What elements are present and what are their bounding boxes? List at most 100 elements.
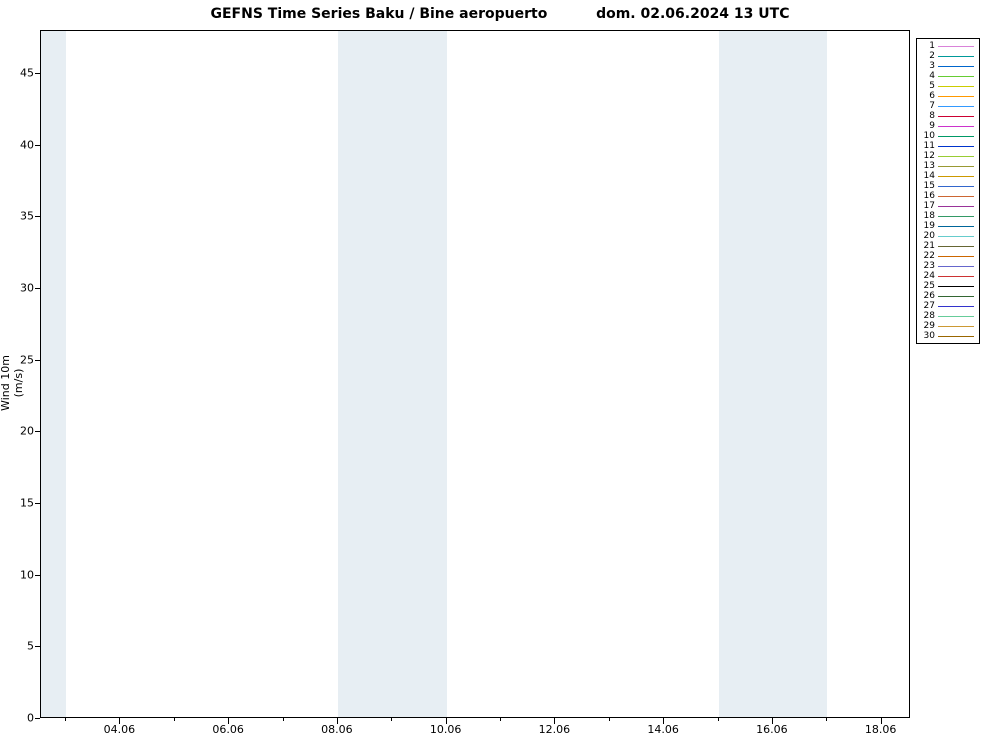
legend-label: 11 <box>921 141 938 151</box>
legend-label: 28 <box>921 311 938 321</box>
y-tick-mark <box>35 288 40 289</box>
legend-item: 27 <box>921 301 975 311</box>
legend: 1234567891011121314151617181920212223242… <box>916 38 980 344</box>
y-tick-mark <box>35 145 40 146</box>
x-tick-mark <box>446 718 447 724</box>
legend-swatch <box>938 276 974 277</box>
x-minor-tick-mark <box>283 718 284 721</box>
legend-swatch <box>938 306 974 307</box>
legend-label: 15 <box>921 181 938 191</box>
legend-item: 10 <box>921 131 975 141</box>
legend-label: 17 <box>921 201 938 211</box>
legend-item: 26 <box>921 291 975 301</box>
legend-item: 24 <box>921 271 975 281</box>
title-right: dom. 02.06.2024 13 UTC <box>596 6 789 22</box>
legend-swatch <box>938 296 974 297</box>
x-tick-label: 18.06 <box>865 723 897 736</box>
y-tick-mark <box>35 216 40 217</box>
legend-item: 20 <box>921 231 975 241</box>
y-tick-mark <box>35 431 40 432</box>
x-tick-mark <box>119 718 120 724</box>
x-minor-tick-mark <box>718 718 719 721</box>
legend-item: 7 <box>921 101 975 111</box>
legend-item: 1 <box>921 41 975 51</box>
legend-label: 13 <box>921 161 938 171</box>
legend-swatch <box>938 46 974 47</box>
x-tick-mark <box>772 718 773 724</box>
legend-item: 29 <box>921 321 975 331</box>
legend-swatch <box>938 206 974 207</box>
legend-item: 9 <box>921 121 975 131</box>
legend-label: 16 <box>921 191 938 201</box>
legend-item: 25 <box>921 281 975 291</box>
legend-item: 3 <box>921 61 975 71</box>
legend-swatch <box>938 226 974 227</box>
y-tick-mark <box>35 575 40 576</box>
legend-label: 27 <box>921 301 938 311</box>
x-tick-label: 08.06 <box>321 723 353 736</box>
y-tick-label: 30 <box>10 282 34 295</box>
legend-label: 26 <box>921 291 938 301</box>
y-tick-mark <box>35 718 40 719</box>
legend-swatch <box>938 116 974 117</box>
legend-item: 17 <box>921 201 975 211</box>
legend-item: 30 <box>921 331 975 341</box>
legend-swatch <box>938 316 974 317</box>
y-tick-label: 0 <box>10 712 34 725</box>
chart-title: GEFNS Time Series Baku / Bine aeropuerto… <box>0 6 1000 22</box>
legend-swatch <box>938 336 974 337</box>
shaded-band <box>719 31 773 717</box>
y-tick-label: 25 <box>10 353 34 366</box>
y-tick-label: 10 <box>10 568 34 581</box>
x-tick-label: 10.06 <box>430 723 462 736</box>
legend-swatch <box>938 96 974 97</box>
legend-item: 22 <box>921 251 975 261</box>
legend-item: 28 <box>921 311 975 321</box>
legend-swatch <box>938 86 974 87</box>
legend-swatch <box>938 106 974 107</box>
y-tick-mark <box>35 73 40 74</box>
x-tick-label: 04.06 <box>104 723 136 736</box>
legend-swatch <box>938 246 974 247</box>
legend-swatch <box>938 236 974 237</box>
legend-item: 19 <box>921 221 975 231</box>
legend-label: 2 <box>921 51 938 61</box>
chart-container: GEFNS Time Series Baku / Bine aeropuerto… <box>0 0 1000 733</box>
legend-item: 5 <box>921 81 975 91</box>
legend-item: 2 <box>921 51 975 61</box>
x-tick-mark <box>554 718 555 724</box>
legend-label: 23 <box>921 261 938 271</box>
legend-label: 9 <box>921 121 938 131</box>
legend-label: 5 <box>921 81 938 91</box>
legend-swatch <box>938 216 974 217</box>
legend-item: 16 <box>921 191 975 201</box>
legend-swatch <box>938 326 974 327</box>
legend-label: 7 <box>921 101 938 111</box>
x-minor-tick-mark <box>65 718 66 721</box>
x-tick-label: 14.06 <box>647 723 679 736</box>
y-tick-label: 35 <box>10 210 34 223</box>
legend-label: 8 <box>921 111 938 121</box>
y-tick-label: 5 <box>10 640 34 653</box>
legend-swatch <box>938 256 974 257</box>
legend-swatch <box>938 156 974 157</box>
x-minor-tick-mark <box>609 718 610 721</box>
shaded-band <box>392 31 446 717</box>
x-tick-label: 12.06 <box>539 723 571 736</box>
legend-item: 18 <box>921 211 975 221</box>
y-tick-mark <box>35 503 40 504</box>
legend-item: 6 <box>921 91 975 101</box>
x-minor-tick-mark <box>500 718 501 721</box>
legend-swatch <box>938 266 974 267</box>
legend-label: 20 <box>921 231 938 241</box>
x-tick-label: 06.06 <box>212 723 244 736</box>
legend-item: 23 <box>921 261 975 271</box>
x-minor-tick-mark <box>391 718 392 721</box>
y-tick-mark <box>35 646 40 647</box>
y-tick-label: 40 <box>10 138 34 151</box>
legend-item: 14 <box>921 171 975 181</box>
y-tick-label: 20 <box>10 425 34 438</box>
legend-swatch <box>938 166 974 167</box>
y-tick-mark <box>35 360 40 361</box>
legend-swatch <box>938 66 974 67</box>
